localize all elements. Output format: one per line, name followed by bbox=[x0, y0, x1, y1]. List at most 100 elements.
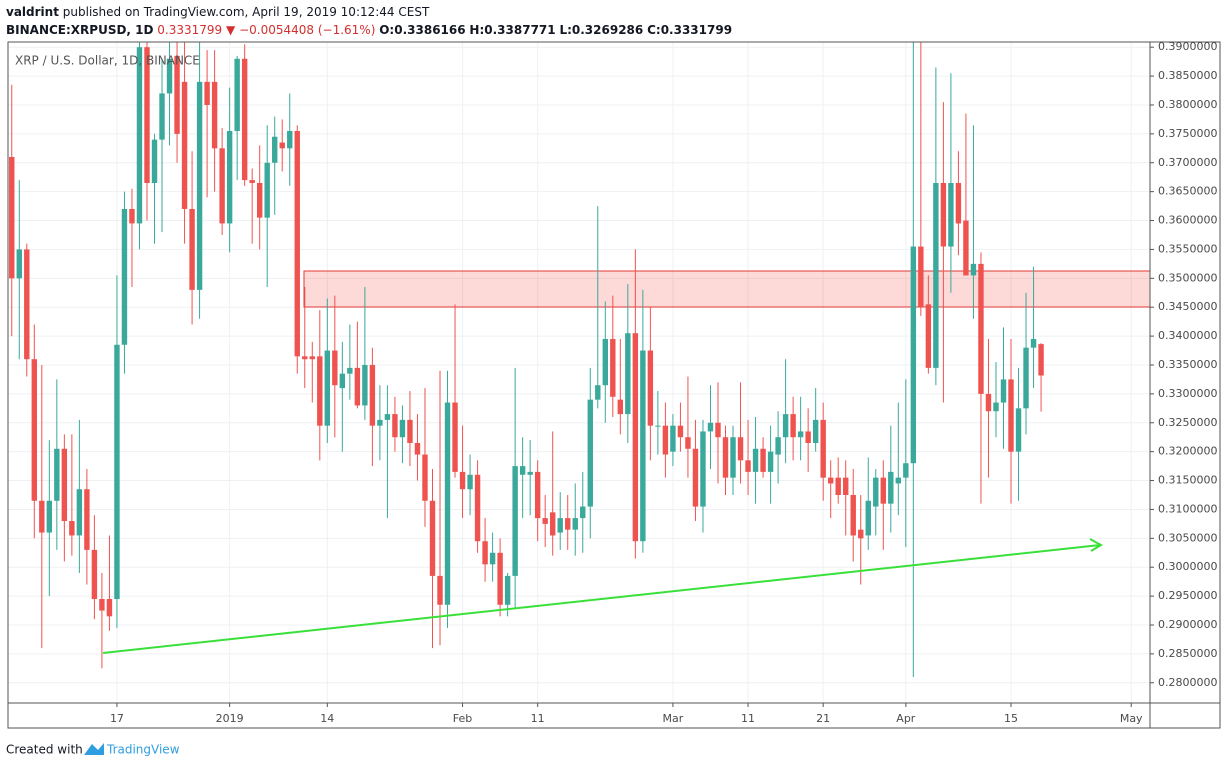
candle-body bbox=[722, 437, 729, 478]
candle-body bbox=[625, 333, 631, 415]
y-tick-label: 0.3700000 bbox=[1158, 156, 1218, 169]
candle-body bbox=[24, 249, 30, 360]
candle-body bbox=[519, 466, 526, 475]
candle-body bbox=[377, 419, 383, 426]
candle-body bbox=[632, 333, 639, 542]
candle-body bbox=[925, 304, 932, 368]
candle-body bbox=[302, 356, 308, 360]
candle-body bbox=[414, 442, 421, 455]
legend: XRP / U.S. Dollar, 1D, BINANCE bbox=[15, 54, 200, 68]
candle-body bbox=[76, 489, 83, 536]
x-tick-label: 2019 bbox=[216, 712, 244, 725]
candle-body bbox=[970, 263, 977, 276]
candle-body bbox=[114, 344, 120, 599]
y-tick-label: 0.3650000 bbox=[1158, 185, 1218, 198]
candle-body bbox=[84, 489, 90, 550]
header-line-2: BINANCE:XRPUSD, 1D 0.3331799 ▼ −0.005440… bbox=[6, 23, 732, 37]
candle-body bbox=[918, 246, 924, 308]
candle-body bbox=[196, 81, 203, 290]
candle-body bbox=[347, 367, 353, 374]
candle-body bbox=[332, 350, 338, 386]
candle-body bbox=[895, 477, 902, 484]
x-tick-label: 11 bbox=[531, 712, 545, 725]
candle-body bbox=[294, 130, 300, 357]
candle-body bbox=[700, 431, 706, 507]
ohlc-close: C:0.3331799 bbox=[647, 23, 732, 37]
candle-body bbox=[354, 367, 361, 406]
candle-body bbox=[129, 208, 135, 224]
change: −0.0054408 (−1.61%) bbox=[239, 23, 375, 37]
candle-body bbox=[16, 249, 22, 279]
candle-body bbox=[677, 425, 684, 438]
candle-body bbox=[106, 598, 113, 617]
candle-body bbox=[39, 500, 45, 533]
candle-body bbox=[272, 136, 278, 163]
ohlc-open: O:0.3386166 bbox=[379, 23, 465, 37]
x-tick-label: 17 bbox=[110, 712, 124, 725]
candle-body bbox=[497, 552, 503, 605]
candle-body bbox=[715, 422, 721, 438]
candle-body bbox=[31, 359, 37, 501]
footer-brand[interactable]: TradingView bbox=[106, 743, 180, 757]
candle-body bbox=[489, 552, 496, 565]
candle-body bbox=[910, 246, 917, 464]
candle-body bbox=[482, 541, 488, 565]
candle-body bbox=[707, 422, 714, 432]
candle-body bbox=[933, 182, 939, 368]
candle-body bbox=[309, 356, 315, 360]
y-tick-label: 0.2900000 bbox=[1158, 618, 1218, 631]
candle-body bbox=[46, 500, 53, 533]
candle-body bbox=[775, 437, 781, 455]
candle-body bbox=[534, 471, 541, 519]
candle-body bbox=[602, 338, 608, 386]
candle-body bbox=[685, 437, 691, 449]
x-tick-label: May bbox=[1120, 712, 1143, 725]
candle-body bbox=[1023, 347, 1029, 409]
candle-body bbox=[211, 81, 218, 149]
candle-body bbox=[580, 506, 586, 519]
candle-body bbox=[985, 393, 992, 412]
candle-body bbox=[557, 518, 563, 533]
candle-body bbox=[474, 474, 481, 542]
candle-body bbox=[670, 425, 676, 452]
candle-body bbox=[399, 419, 406, 438]
candle-body bbox=[1030, 338, 1037, 348]
x-tick-label: 14 bbox=[320, 712, 334, 725]
candle-body bbox=[204, 81, 210, 105]
candle-body bbox=[512, 466, 518, 576]
candle-body bbox=[189, 208, 195, 290]
y-tick-label: 0.3200000 bbox=[1158, 445, 1218, 458]
candle-body bbox=[279, 142, 285, 149]
y-tick-label: 0.3300000 bbox=[1158, 387, 1218, 400]
ohlc-high: H:0.3387771 bbox=[469, 23, 555, 37]
change-arrow: ▼ bbox=[226, 23, 236, 37]
candle-body bbox=[437, 575, 443, 605]
trend-line bbox=[102, 544, 1101, 654]
candle-body bbox=[873, 477, 879, 507]
candle-body bbox=[159, 93, 165, 140]
frame bbox=[7, 41, 1221, 729]
candle-body bbox=[827, 477, 834, 484]
y-tick-label: 0.2950000 bbox=[1158, 589, 1218, 602]
candle-body bbox=[324, 350, 331, 426]
candle-body bbox=[174, 55, 180, 134]
candle-body bbox=[655, 425, 661, 427]
candle-body bbox=[843, 477, 849, 495]
candle-body bbox=[888, 471, 894, 504]
candle-body bbox=[392, 414, 398, 438]
candle-body bbox=[256, 182, 263, 218]
candle-body bbox=[1038, 344, 1044, 376]
candle-body bbox=[444, 402, 451, 605]
candle-body bbox=[339, 373, 346, 389]
candle-body bbox=[692, 448, 699, 507]
candles bbox=[9, 42, 1044, 677]
candle-body bbox=[587, 399, 593, 507]
candle-body bbox=[234, 58, 240, 131]
candle-body bbox=[459, 471, 466, 490]
candle-body bbox=[384, 414, 391, 420]
candle-body bbox=[640, 350, 646, 542]
candle-body bbox=[737, 437, 744, 461]
candle-body bbox=[662, 425, 669, 455]
